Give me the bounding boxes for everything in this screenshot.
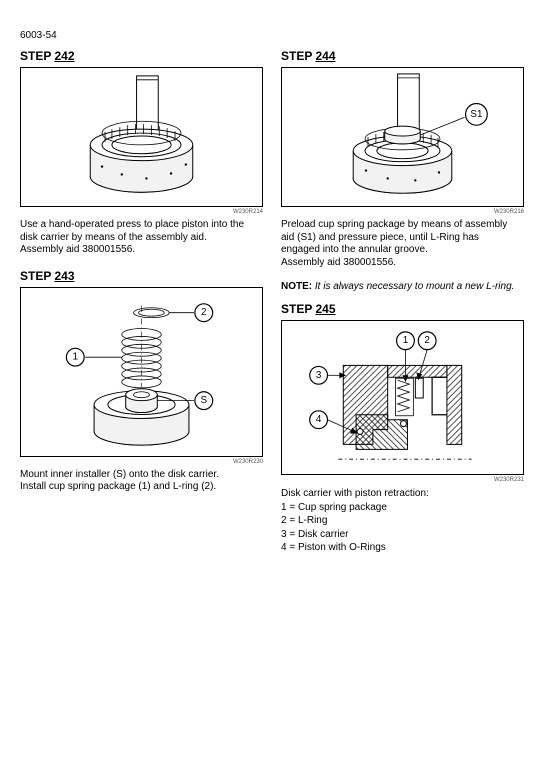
figure-243: 2 1 S xyxy=(20,287,263,457)
step-number: 243 xyxy=(54,269,74,283)
caption-line: Install cup spring package (1) and L-rin… xyxy=(20,481,216,492)
step-245-title: STEP 245 xyxy=(281,302,524,316)
figure-243-svg: 2 1 S xyxy=(21,288,262,456)
legend-item: 4 = Piston with O-Rings xyxy=(281,541,524,555)
step-243-title: STEP 243 xyxy=(20,269,263,283)
legend-item: 3 = Disk carrier xyxy=(281,528,524,542)
figure-242 xyxy=(20,67,263,207)
step-number: 244 xyxy=(315,49,335,63)
callout-s-text: S xyxy=(200,395,207,406)
note-text: It is always necessary to mount a new L-… xyxy=(312,281,514,292)
caption-line: Assembly aid 380001556. xyxy=(281,257,396,268)
step-242-caption: Use a hand-operated press to place pisto… xyxy=(20,219,263,257)
caption-line: aid (S1) and pressure piece, until L-Rin… xyxy=(281,232,479,243)
callout-1-text: 1 xyxy=(73,351,79,362)
callout-s1-text: S1 xyxy=(470,109,482,120)
legend-item: 1 = Cup spring package xyxy=(281,501,524,515)
caption-line: engaged into the annular groove. xyxy=(281,244,428,255)
legend-title: Disk carrier with piston retraction: xyxy=(281,487,524,501)
right-column: STEP 244 xyxy=(281,49,524,555)
step-prefix: STEP xyxy=(20,49,54,63)
step-242-title: STEP 242 xyxy=(20,49,263,63)
step-245-legend: Disk carrier with piston retraction: 1 =… xyxy=(281,487,524,555)
step-244-title: STEP 244 xyxy=(281,49,524,63)
page-number: 6003-54 xyxy=(20,30,524,41)
figure-245-code: W230R231 xyxy=(281,477,524,483)
caption-line: disk carrier by means of the assembly ai… xyxy=(20,232,207,243)
callout-4-text: 4 xyxy=(316,414,322,425)
step-prefix: STEP xyxy=(281,302,315,316)
figure-245: 1 2 3 4 xyxy=(281,320,524,475)
figure-244-svg: S1 xyxy=(282,68,523,206)
callout-1-text: 1 xyxy=(403,335,408,346)
figure-242-code: W230R214 xyxy=(20,209,263,215)
step-243-caption: Mount inner installer (S) onto the disk … xyxy=(20,469,263,494)
note-label: NOTE: xyxy=(281,281,312,292)
callout-3-text: 3 xyxy=(316,370,322,381)
caption-line: Preload cup spring package by means of a… xyxy=(281,219,507,230)
step-number: 245 xyxy=(315,302,335,316)
step-prefix: STEP xyxy=(281,49,315,63)
step-244-caption: Preload cup spring package by means of a… xyxy=(281,219,524,269)
caption-line: Mount inner installer (S) onto the disk … xyxy=(20,469,219,480)
figure-244-code: W230R216 xyxy=(281,209,524,215)
figure-242-svg xyxy=(21,68,262,206)
figure-243-code: W230R230 xyxy=(20,459,263,465)
caption-line: Assembly aid 380001556. xyxy=(20,244,135,255)
step-prefix: STEP xyxy=(20,269,54,283)
left-column: STEP 242 xyxy=(20,49,263,555)
two-column-layout: STEP 242 xyxy=(20,49,524,555)
step-number: 242 xyxy=(54,49,74,63)
figure-244: S1 xyxy=(281,67,524,207)
figure-245-svg: 1 2 3 4 xyxy=(282,321,523,474)
note: NOTE: It is always necessary to mount a … xyxy=(281,281,524,292)
legend-item: 2 = L-Ring xyxy=(281,514,524,528)
caption-line: Use a hand-operated press to place pisto… xyxy=(20,219,244,230)
callout-2-text: 2 xyxy=(424,335,429,346)
callout-2-text: 2 xyxy=(201,307,207,318)
